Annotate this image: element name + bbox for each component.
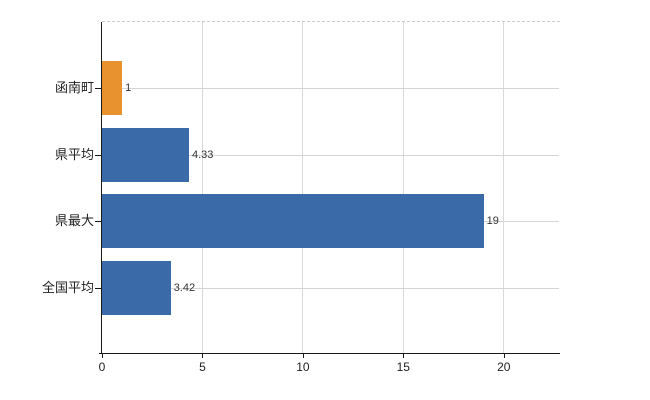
y-axis-tick — [95, 288, 101, 290]
y-axis-tick — [95, 154, 101, 156]
y-axis-tick — [95, 88, 101, 89]
plot-top-border — [102, 21, 560, 22]
bar-value-label: 4.33 — [191, 148, 214, 161]
category-label: 県最大 — [54, 213, 94, 229]
category-label: 全国平均 — [41, 280, 94, 296]
y-axis-tick — [95, 221, 101, 223]
bar-県平均 — [102, 127, 189, 182]
vertical-gridline — [302, 22, 304, 353]
y-axis-line — [101, 22, 102, 353]
vertical-gridline — [503, 22, 505, 353]
category-label: 県平均 — [54, 146, 94, 162]
vertical-gridline — [201, 22, 203, 353]
bar-県最大 — [102, 194, 484, 249]
x-axis-tick — [302, 353, 304, 358]
x-axis-tick-label: 15 — [396, 360, 410, 374]
bar-value-label: 3.42 — [173, 282, 196, 295]
bar-value-label: 1 — [125, 82, 132, 94]
bar-全国平均 — [102, 261, 171, 316]
x-axis-tick-label: 20 — [497, 360, 511, 374]
bar-函南町 — [102, 61, 123, 115]
x-axis-tick — [102, 353, 103, 358]
x-axis-tick-label: 10 — [296, 360, 310, 374]
x-axis-tick-label: 5 — [199, 360, 206, 374]
vertical-gridline — [402, 22, 404, 353]
x-axis-tick — [202, 353, 204, 358]
x-axis-tick — [403, 353, 405, 358]
row-gridline — [102, 288, 559, 290]
row-gridline — [102, 154, 559, 156]
bar-value-label: 19 — [486, 215, 499, 228]
category-label: 函南町 — [54, 80, 94, 95]
x-axis-tick — [503, 353, 505, 358]
row-gridline — [102, 88, 559, 89]
x-axis-tick-label: 0 — [98, 360, 106, 374]
x-axis-line — [99, 353, 560, 354]
